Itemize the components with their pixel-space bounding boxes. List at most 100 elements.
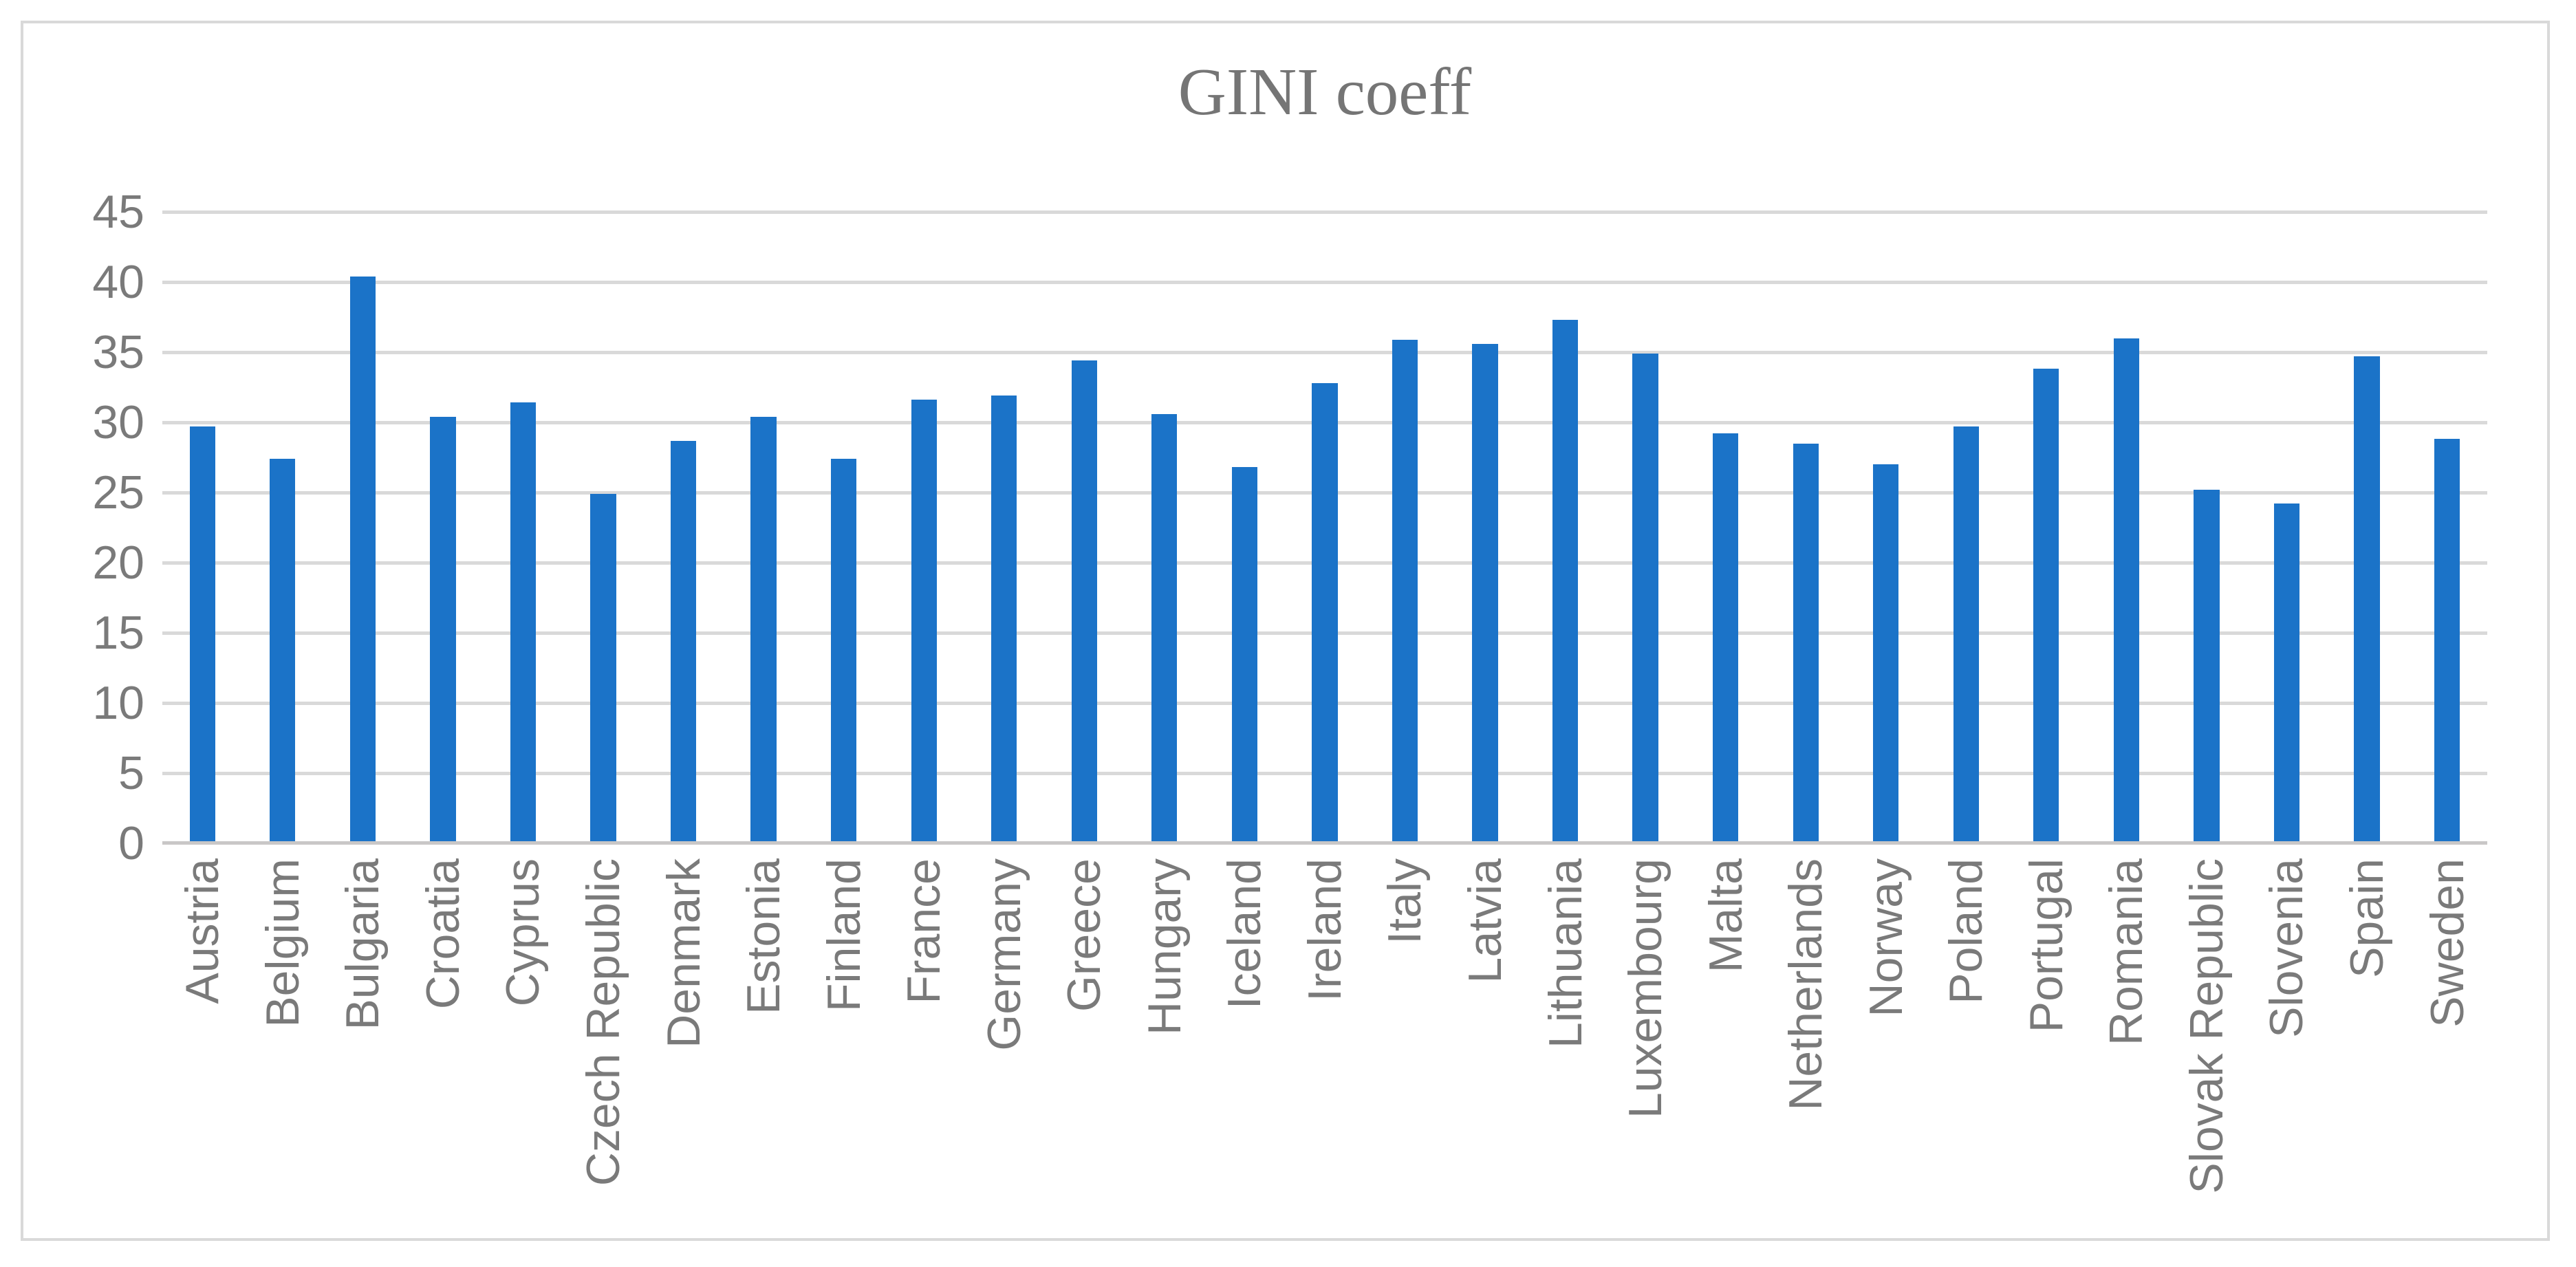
y-axis-tick-label-40: 40 (92, 256, 144, 308)
x-label-slot-Austria: Austria (162, 858, 243, 1244)
bar-slot-Spain (2327, 212, 2407, 843)
bar-slot-Ireland (1285, 212, 1365, 843)
bar-slot-Malta (1685, 212, 1766, 843)
y-axis-tick-label-15: 15 (92, 607, 144, 659)
bar-Italy (1392, 339, 1418, 843)
x-label-slot-Lithuania: Lithuania (1525, 858, 1605, 1244)
x-axis-label-Poland: Poland (1940, 858, 1993, 1004)
bar-slot-Bulgaria (323, 212, 403, 843)
x-axis-line (162, 841, 2487, 845)
y-axis-tick-label-10: 10 (92, 677, 144, 729)
x-label-slot-Poland: Poland (1926, 858, 2006, 1244)
x-axis-label-Latvia: Latvia (1459, 858, 1512, 984)
x-axis-label-Romania: Romania (2100, 858, 2153, 1046)
bar-slot-Germany (964, 212, 1044, 843)
x-axis-label-Slovak Republic: Slovak Republic (2180, 858, 2233, 1194)
x-axis-label-Estonia: Estonia (737, 858, 790, 1015)
bar-slot-Estonia (724, 212, 804, 843)
bar-Spain (2354, 356, 2380, 843)
gridline-45 (162, 210, 2487, 215)
bar-Estonia (750, 416, 777, 843)
bar-Hungary (1151, 413, 1178, 843)
bar-Romania (2113, 338, 2140, 843)
bar-slot-Hungary (1125, 212, 1205, 843)
bar-slot-Latvia (1445, 212, 1526, 843)
x-label-slot-Luxembourg: Luxembourg (1605, 858, 1686, 1244)
bars-row (162, 212, 2487, 843)
x-axis-label-Germany: Germany (977, 858, 1030, 1051)
bar-slot-Slovenia (2247, 212, 2327, 843)
x-axis-label-Denmark: Denmark (657, 858, 710, 1048)
x-axis-label-Netherlands: Netherlands (1779, 858, 1832, 1111)
bar-Slovak Republic (2194, 489, 2220, 843)
bar-Denmark (670, 440, 697, 843)
bar-Luxembourg (1632, 354, 1658, 843)
x-label-slot-Czech Republic: Czech Republic (563, 858, 644, 1244)
bar-Germany (991, 396, 1017, 843)
x-label-slot-Hungary: Hungary (1125, 858, 1205, 1244)
x-axis-label-Portugal: Portugal (2020, 858, 2072, 1033)
bar-slot-France (884, 212, 964, 843)
bar-slot-Cyprus (483, 212, 563, 843)
x-label-slot-Slovenia: Slovenia (2247, 858, 2327, 1244)
x-axis-label-Iceland: Iceland (1218, 858, 1271, 1010)
x-label-slot-Netherlands: Netherlands (1766, 858, 1846, 1244)
bar-Iceland (1231, 467, 1258, 843)
bar-Lithuania (1552, 320, 1579, 843)
bar-slot-Belgium (243, 212, 323, 843)
x-axis-label-Greece: Greece (1058, 858, 1111, 1012)
x-axis-label-France: France (898, 858, 951, 1004)
bar-slot-Austria (162, 212, 243, 843)
bar-slot-Czech Republic (563, 212, 644, 843)
bar-slot-Sweden (2407, 212, 2487, 843)
x-label-slot-Norway: Norway (1846, 858, 1926, 1244)
x-label-slot-Ireland: Ireland (1285, 858, 1365, 1244)
bar-Belgium (270, 459, 296, 843)
bar-slot-Lithuania (1525, 212, 1605, 843)
y-axis-tick-label-5: 5 (118, 747, 144, 799)
x-label-slot-Sweden: Sweden (2407, 858, 2487, 1244)
bar-Poland (1953, 426, 1979, 843)
x-label-slot-Latvia: Latvia (1445, 858, 1526, 1244)
plot-area (162, 210, 2487, 845)
chart-title: GINI coeff (1178, 55, 1472, 129)
x-label-slot-Estonia: Estonia (724, 858, 804, 1244)
x-axis-label-Sweden: Sweden (2421, 858, 2474, 1028)
x-label-slot-Cyprus: Cyprus (483, 858, 563, 1244)
x-label-slot-Romania: Romania (2086, 858, 2167, 1244)
x-axis-label-Ireland: Ireland (1298, 858, 1351, 1001)
x-axis-label-Italy: Italy (1378, 858, 1431, 944)
bar-Latvia (1472, 343, 1498, 843)
x-label-slot-Malta: Malta (1685, 858, 1766, 1244)
x-axis-label-Slovenia: Slovenia (2260, 858, 2313, 1038)
x-axis-labels: Austria Belgium Bulgaria Croatia Cyprus Czech… (162, 858, 2487, 1244)
bar-slot-Norway (1846, 212, 1926, 843)
bar-Croatia (430, 416, 456, 843)
bar-Finland (831, 459, 857, 843)
y-axis-tick-label-0: 0 (118, 817, 144, 869)
x-axis-label-Hungary: Hungary (1138, 858, 1191, 1036)
bar-slot-Iceland (1204, 212, 1285, 843)
x-axis-label-Spain: Spain (2341, 858, 2394, 978)
bar-France (911, 400, 937, 843)
y-axis-tick-label-45: 45 (92, 186, 144, 238)
bar-slot-Denmark (643, 212, 724, 843)
bar-Austria (189, 426, 215, 843)
x-axis-label-Croatia: Croatia (416, 858, 469, 1010)
bar-slot-Italy (1365, 212, 1445, 843)
bar-Greece (1071, 360, 1097, 843)
gridline-35 (162, 351, 2487, 354)
x-label-slot-Bulgaria: Bulgaria (323, 858, 403, 1244)
bar-slot-Finland (803, 212, 884, 843)
x-axis-label-Czech Republic: Czech Republic (577, 858, 629, 1187)
x-label-slot-Germany: Germany (964, 858, 1044, 1244)
x-label-slot-Denmark: Denmark (643, 858, 724, 1244)
x-axis-label-Luxembourg: Luxembourg (1619, 858, 1672, 1119)
bar-Slovenia (2273, 503, 2300, 843)
x-label-slot-Finland: Finland (803, 858, 884, 1244)
x-label-slot-Portugal: Portugal (2006, 858, 2087, 1244)
x-label-slot-Italy: Italy (1365, 858, 1445, 1244)
x-label-slot-Belgium: Belgium (243, 858, 323, 1244)
x-label-slot-Spain: Spain (2327, 858, 2407, 1244)
